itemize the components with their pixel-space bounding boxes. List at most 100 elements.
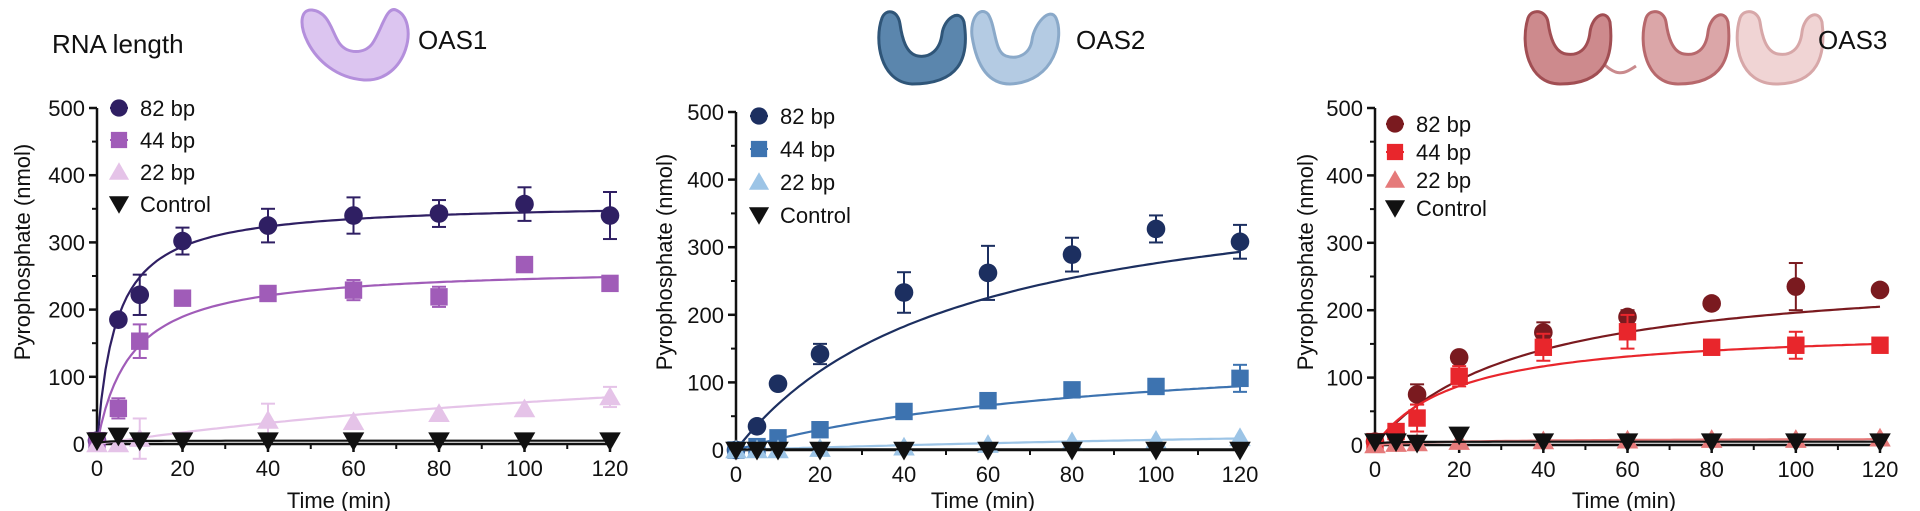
data-point bbox=[1061, 441, 1083, 461]
legend-label: 44 bp bbox=[140, 128, 195, 153]
legend-marker bbox=[108, 196, 130, 214]
data-point bbox=[342, 411, 365, 431]
x-tick-label: 0 bbox=[91, 456, 103, 481]
y-axis-label: Pyrophosphate (nmol) bbox=[652, 154, 677, 370]
x-tick-label: 120 bbox=[1222, 462, 1259, 487]
data-point bbox=[515, 255, 534, 274]
data-point bbox=[258, 216, 278, 235]
data-point bbox=[515, 194, 534, 214]
data-point bbox=[173, 231, 192, 251]
x-tick-label: 60 bbox=[976, 462, 1000, 487]
data-point bbox=[131, 332, 149, 350]
x-axis-label: Time (min) bbox=[287, 488, 391, 511]
x-axis-label: Time (min) bbox=[1572, 488, 1676, 511]
data-point bbox=[1408, 409, 1426, 427]
y-tick-label: 200 bbox=[687, 303, 724, 328]
data-point bbox=[1786, 277, 1806, 296]
y-tick-label: 400 bbox=[1326, 163, 1363, 188]
y-tick-label: 400 bbox=[48, 163, 85, 188]
data-point bbox=[1449, 348, 1469, 367]
x-tick-label: 80 bbox=[1060, 462, 1084, 487]
data-point bbox=[1146, 219, 1166, 239]
data-point bbox=[130, 285, 150, 305]
legend-marker bbox=[1386, 143, 1404, 161]
rna-length-label: RNA length bbox=[52, 29, 184, 59]
oas2-label: OAS2 bbox=[1076, 25, 1145, 55]
data-point bbox=[429, 204, 449, 223]
x-tick-label: 80 bbox=[1699, 457, 1723, 482]
x-tick-label: 0 bbox=[1369, 457, 1381, 482]
legend-label: Control bbox=[1416, 196, 1487, 221]
legend-label: 44 bp bbox=[780, 137, 835, 162]
y-tick-label: 0 bbox=[712, 438, 724, 463]
oas2-chart: Pyrophosphate (nmol) Time (min) 01002003… bbox=[652, 100, 1258, 511]
x-tick-label: 100 bbox=[1777, 457, 1814, 482]
data-point bbox=[1229, 427, 1251, 447]
data-point bbox=[428, 403, 450, 423]
data-point bbox=[107, 427, 130, 447]
data-point bbox=[344, 281, 363, 299]
data-point bbox=[128, 432, 151, 452]
x-tick-label: 100 bbox=[1138, 462, 1175, 487]
y-tick-label: 300 bbox=[48, 230, 85, 255]
x-tick-label: 100 bbox=[506, 456, 543, 481]
y-tick-label: 0 bbox=[73, 432, 85, 457]
data-point bbox=[1787, 336, 1805, 354]
x-tick-label: 60 bbox=[341, 456, 365, 481]
legend-marker bbox=[110, 99, 128, 117]
oas2-domain-icon bbox=[877, 10, 1061, 86]
y-tick-label: 100 bbox=[687, 370, 724, 395]
data-point bbox=[257, 409, 279, 429]
data-point bbox=[978, 263, 998, 283]
data-point bbox=[1534, 338, 1553, 356]
data-point bbox=[86, 432, 108, 452]
data-point bbox=[893, 441, 915, 461]
data-point bbox=[1231, 369, 1249, 388]
data-point bbox=[894, 283, 914, 302]
oas3-label: OAS3 bbox=[1818, 25, 1887, 55]
data-point bbox=[895, 402, 913, 421]
data-point bbox=[513, 432, 536, 452]
data-point bbox=[1785, 433, 1807, 453]
data-point bbox=[810, 344, 830, 364]
data-point bbox=[1147, 377, 1165, 396]
legend-marker bbox=[750, 140, 768, 158]
y-axis-label: Pyrophosphate (nmol) bbox=[1293, 154, 1318, 370]
data-point bbox=[1618, 323, 1637, 341]
data-point bbox=[1534, 323, 1553, 342]
y-tick-label: 200 bbox=[48, 298, 85, 323]
data-point bbox=[1229, 441, 1251, 461]
x-tick-label: 20 bbox=[1447, 457, 1471, 482]
x-tick-label: 120 bbox=[1862, 457, 1899, 482]
data-point bbox=[1450, 367, 1468, 385]
x-tick-label: 0 bbox=[730, 462, 742, 487]
data-point bbox=[977, 441, 999, 461]
fit-curve bbox=[95, 209, 611, 445]
data-point bbox=[1063, 381, 1081, 399]
oas1-domain-icon bbox=[300, 8, 410, 82]
data-point bbox=[979, 391, 997, 410]
data-point bbox=[1532, 433, 1555, 453]
data-point bbox=[600, 206, 620, 225]
legend-label: 44 bp bbox=[1416, 140, 1471, 165]
data-point bbox=[599, 386, 621, 406]
data-point bbox=[109, 310, 128, 329]
data-point bbox=[1407, 385, 1427, 404]
y-tick-label: 500 bbox=[1326, 96, 1363, 121]
y-tick-label: 100 bbox=[48, 365, 85, 390]
data-point bbox=[1702, 294, 1721, 313]
y-tick-label: 400 bbox=[687, 168, 724, 193]
data-point bbox=[725, 441, 747, 461]
data-point bbox=[811, 421, 829, 439]
data-point bbox=[768, 374, 788, 394]
legend-marker bbox=[108, 162, 130, 180]
data-point bbox=[1406, 434, 1428, 454]
legend-marker bbox=[748, 172, 770, 190]
legend-label: Control bbox=[140, 192, 211, 217]
x-tick-label: 40 bbox=[1531, 457, 1555, 482]
data-point bbox=[1385, 433, 1407, 453]
legend-label: 82 bp bbox=[780, 104, 835, 129]
data-point bbox=[1616, 433, 1639, 453]
x-tick-label: 40 bbox=[892, 462, 916, 487]
legend-label: 22 bp bbox=[1416, 168, 1471, 193]
